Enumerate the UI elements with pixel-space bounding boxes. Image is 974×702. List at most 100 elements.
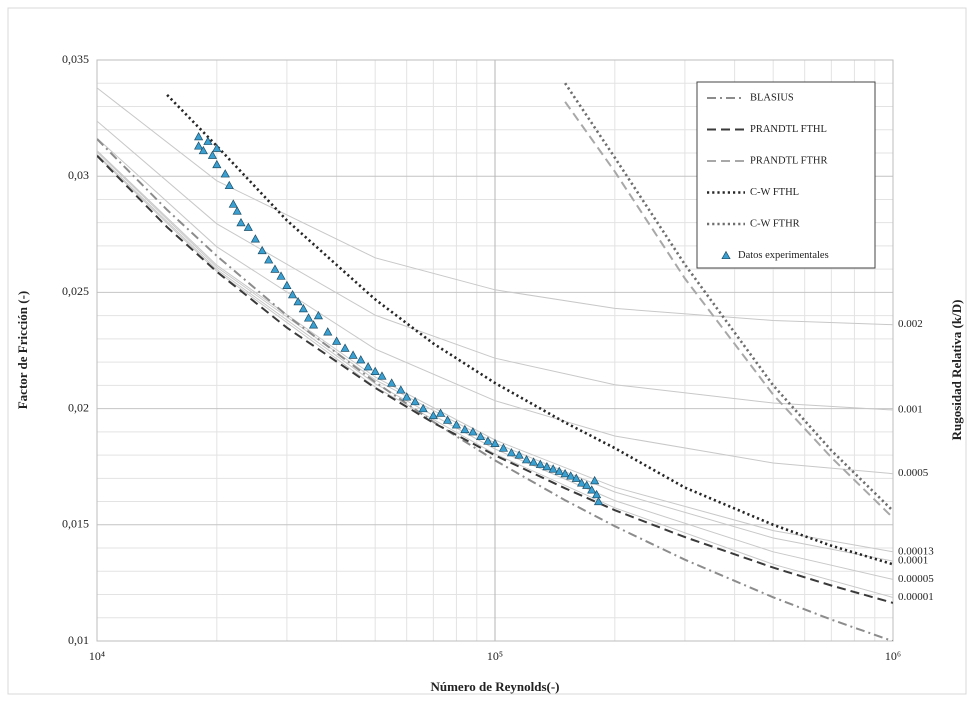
x-tick-label: 10⁵ [487,649,503,663]
data-point [554,466,564,475]
data-point [576,478,587,487]
roughness-label: 0.0001 [898,555,928,567]
data-point [593,496,604,506]
legend-box [696,81,876,269]
data-point [428,410,438,420]
data-point [356,355,366,364]
legend-swatch [721,250,731,260]
roughness-curve [97,120,893,411]
data-point [363,362,373,371]
data-point [566,471,576,480]
plot-area [97,82,893,641]
data-point [313,310,324,320]
y-tick-label: 0,015 [62,517,89,531]
data-point [535,459,545,468]
series-line [97,154,893,604]
data-point [203,136,213,145]
data-point [236,217,246,227]
data-point [590,475,600,485]
series-line [97,138,893,641]
data-point [298,303,308,313]
data-point [194,141,204,150]
data-point [418,403,428,413]
data-point [582,480,592,489]
data-point [282,280,292,289]
y-tick-label: 0,02 [68,400,89,414]
data-point [332,336,342,345]
roughness-curve [97,87,893,326]
data-point [243,222,253,231]
data-point [460,424,470,434]
data-point [220,169,230,178]
legend-label: C-W FTHL [750,187,799,198]
data-point [483,436,493,445]
series-line [564,101,893,519]
data-point [571,473,581,482]
data-point [506,448,517,457]
legend-label: C-W FTHR [750,218,800,229]
data-point [436,408,446,417]
data-point [323,327,333,336]
roughness-label: 0.0005 [898,467,929,479]
x-axis-title: Número de Reynolds(-) [430,679,559,694]
data-point [402,392,412,401]
x-tick-label: 10⁶ [885,649,901,663]
data-point [387,378,397,387]
data-point [348,350,358,359]
labels: 0,01 0,015 0,02 0,025 0,03 0,035 10⁴ 10⁵ 10⁶ 0.00… [62,52,934,663]
x-tick-label: 10⁴ [89,649,105,663]
roughness-label: 0.001 [898,404,923,416]
data-point [250,234,260,243]
data-point [490,438,500,448]
legend-label: PRANDTL FTHR [750,155,828,166]
series-line [564,82,893,512]
grid [96,59,894,642]
roughness-label: 0.00001 [898,591,934,603]
data-point [514,450,524,459]
data-point [228,199,238,208]
series-line [166,93,893,566]
data-point [592,489,602,499]
roughness-label: 0.00013 [898,545,934,557]
data-point [293,296,303,306]
data-point [468,427,478,436]
roughness-label: 0.00005 [898,573,934,585]
data-point [212,143,222,152]
data-point [264,255,274,264]
y-tick-label: 0,025 [62,284,89,298]
y-axis-title: Factor de Fricción (-) [15,291,30,410]
data-point [377,371,387,380]
roughness-curve [97,137,893,475]
data-point [303,313,314,322]
data-point [442,415,453,424]
data-point [521,455,532,464]
data-point [194,131,204,141]
data-point [276,271,286,280]
data-point [198,145,208,155]
data-point [232,206,242,215]
data-point [528,457,539,466]
roughness-label: 0.002 [898,318,923,330]
data-point [396,385,406,394]
data-point [410,396,420,406]
data-point [451,420,462,429]
legend-label: BLASIUS [750,92,794,103]
data-point [370,366,380,375]
data-point [542,461,552,471]
roughness-curve [97,155,893,598]
legend-label: PRANDTL FTHL [750,124,827,135]
data-point [587,485,597,494]
data-point [498,443,509,452]
data-point [207,150,218,159]
legend-label: Datos experimentales [738,250,829,261]
data-point [257,245,267,255]
y-tick-label: 0,035 [62,52,89,66]
y-tick-label: 0,03 [68,168,89,182]
data-point [340,343,350,352]
data-point [308,320,319,329]
data-point [560,468,570,478]
y2-axis-title: Rugosidad Relativa (k/D) [949,300,964,441]
y-tick-label: 0,01 [68,633,89,647]
data-point [548,464,558,473]
roughness-curve [97,153,893,580]
